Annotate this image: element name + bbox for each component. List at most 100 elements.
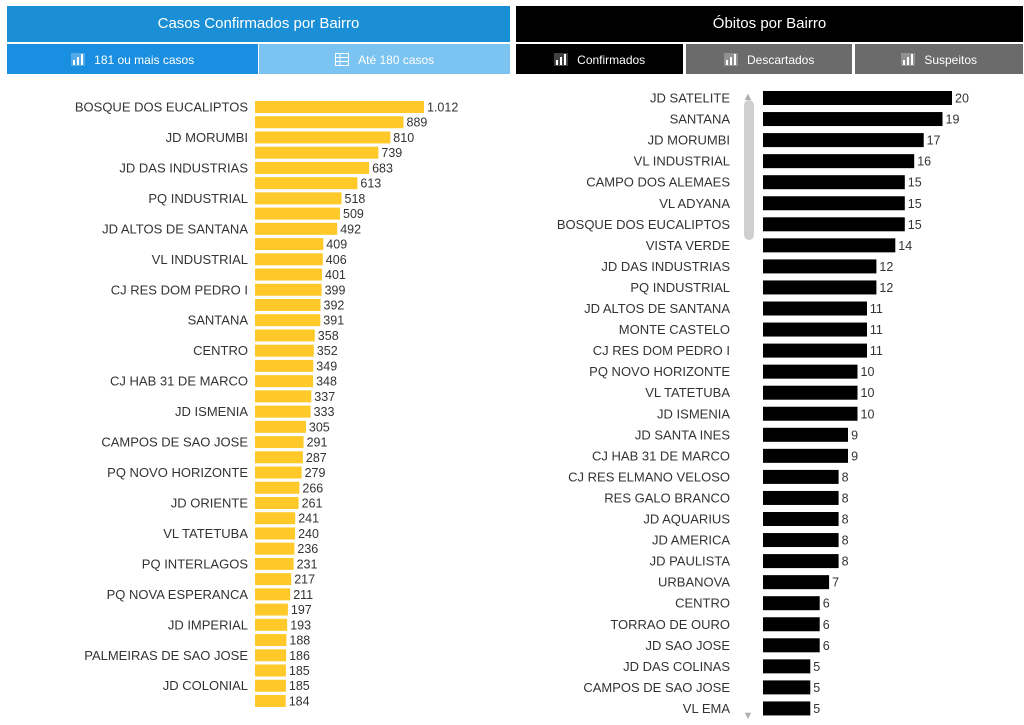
- value-label: 266: [302, 481, 323, 495]
- value-label: 12: [879, 260, 893, 274]
- bar[interactable]: [763, 638, 820, 653]
- bar[interactable]: [255, 253, 323, 266]
- bar[interactable]: [255, 634, 287, 647]
- bar[interactable]: [763, 301, 867, 316]
- bar[interactable]: [763, 490, 839, 505]
- bar[interactable]: [255, 542, 295, 555]
- scroll-up-arrow-icon[interactable]: ▲: [742, 91, 754, 103]
- bar[interactable]: [255, 116, 404, 129]
- bar[interactable]: [255, 588, 291, 601]
- bar[interactable]: [763, 406, 858, 421]
- bar[interactable]: [763, 112, 943, 127]
- category-label: JD ISMENIA: [657, 406, 730, 421]
- bar[interactable]: [255, 161, 370, 174]
- value-label: 10: [861, 407, 875, 421]
- bar[interactable]: [255, 283, 322, 296]
- bar[interactable]: [763, 175, 905, 190]
- bar[interactable]: [255, 496, 299, 509]
- bar[interactable]: [255, 664, 286, 677]
- tab-descartados[interactable]: Descartados: [686, 44, 852, 74]
- bar[interactable]: [763, 322, 867, 337]
- bar[interactable]: [763, 680, 811, 695]
- bar[interactable]: [255, 344, 314, 357]
- category-label: PQ NOVA ESPERANCA: [107, 587, 249, 602]
- bar[interactable]: [255, 603, 288, 616]
- bar[interactable]: [763, 554, 839, 569]
- bar[interactable]: [763, 364, 858, 379]
- bar[interactable]: [255, 512, 296, 525]
- bar[interactable]: [255, 268, 322, 281]
- bar[interactable]: [255, 298, 321, 311]
- category-label: JD AMERICA: [652, 533, 730, 548]
- bar[interactable]: [763, 133, 924, 148]
- category-label: CJ HAB 31 DE MARCO: [592, 448, 730, 463]
- bar[interactable]: [255, 481, 300, 494]
- value-label: 231: [297, 557, 318, 571]
- value-label: 17: [927, 134, 941, 148]
- bar[interactable]: [255, 329, 315, 342]
- bar[interactable]: [763, 575, 830, 590]
- category-label: CENTRO: [675, 596, 730, 611]
- bar[interactable]: [255, 101, 424, 113]
- bar[interactable]: [763, 259, 877, 274]
- bar[interactable]: [763, 238, 896, 253]
- tab-confirmados-label: Confirmados: [577, 52, 646, 67]
- bar[interactable]: [763, 343, 867, 358]
- bar[interactable]: [255, 177, 358, 190]
- bar[interactable]: [255, 451, 303, 464]
- bar[interactable]: [255, 694, 286, 707]
- bar[interactable]: [763, 385, 858, 400]
- bar[interactable]: [763, 596, 820, 611]
- bar[interactable]: [763, 196, 905, 211]
- bar[interactable]: [255, 375, 314, 388]
- category-label: VL TATETUBA: [645, 385, 730, 400]
- value-label: 406: [326, 253, 347, 267]
- bar[interactable]: [255, 466, 302, 479]
- bar[interactable]: [255, 557, 294, 570]
- bar[interactable]: [255, 679, 286, 692]
- value-label: 16: [917, 155, 931, 169]
- bar[interactable]: [763, 427, 848, 442]
- bar[interactable]: [763, 217, 905, 232]
- bar[interactable]: [255, 649, 287, 662]
- bar[interactable]: [255, 573, 292, 586]
- bar[interactable]: [255, 131, 391, 144]
- bar[interactable]: [763, 448, 848, 463]
- category-label: JD SAO JOSE: [645, 638, 730, 653]
- bar[interactable]: [255, 405, 311, 418]
- bar[interactable]: [763, 280, 877, 295]
- tab-suspeitos[interactable]: Suspeitos: [855, 44, 1023, 74]
- bar[interactable]: [255, 314, 321, 327]
- bar[interactable]: [763, 91, 952, 105]
- value-label: 7: [832, 576, 839, 590]
- bar[interactable]: [255, 420, 306, 433]
- category-label: CJ RES DOM PEDRO I: [593, 343, 730, 358]
- bar[interactable]: [255, 527, 296, 540]
- bar[interactable]: [763, 154, 915, 169]
- bar[interactable]: [763, 469, 839, 484]
- tab-181-or-more-cases[interactable]: 181 ou mais casos: [7, 44, 258, 74]
- bar[interactable]: [255, 238, 324, 251]
- bar[interactable]: [255, 390, 312, 403]
- bar[interactable]: [255, 222, 338, 235]
- bar[interactable]: [255, 359, 314, 372]
- bar[interactable]: [255, 146, 379, 159]
- category-label: BOSQUE DOS EUCALIPTOS: [557, 217, 730, 232]
- bar[interactable]: [255, 192, 342, 205]
- category-label: JD IMPERIAL: [168, 617, 248, 632]
- tab-181-label: 181 ou mais casos: [94, 52, 195, 67]
- category-label: JD MORUMBI: [166, 130, 248, 145]
- bar[interactable]: [763, 701, 811, 716]
- tab-up-to-180-cases[interactable]: Até 180 casos: [259, 44, 510, 74]
- bar[interactable]: [763, 512, 839, 526]
- value-label: 399: [325, 283, 346, 297]
- scroll-down-arrow-icon[interactable]: ▼: [742, 710, 754, 722]
- scrollbar-thumb[interactable]: [744, 100, 754, 240]
- bar[interactable]: [255, 618, 288, 631]
- bar[interactable]: [255, 207, 340, 220]
- bar[interactable]: [255, 436, 304, 449]
- bar[interactable]: [763, 617, 820, 632]
- bar[interactable]: [763, 533, 839, 548]
- bar[interactable]: [763, 659, 811, 674]
- tab-confirmados[interactable]: Confirmados: [516, 44, 683, 74]
